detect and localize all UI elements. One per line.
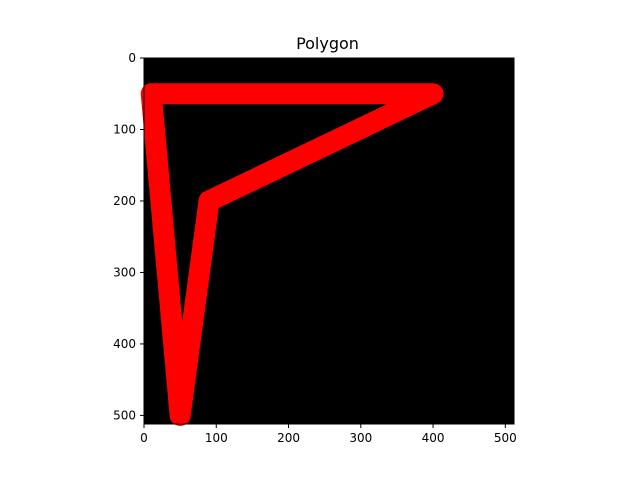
y-tick-label: 200: [113, 194, 136, 208]
y-tick-label: 500: [113, 408, 136, 422]
x-tick-label: 200: [277, 431, 300, 445]
x-tick-label: 100: [205, 431, 228, 445]
y-tick-label: 300: [113, 265, 136, 279]
y-tick-label: 100: [113, 122, 136, 136]
polygon-outline: [140, 83, 444, 426]
x-tick-label: 300: [349, 431, 372, 445]
y-tick-label: 400: [113, 337, 136, 351]
chart-title: Polygon: [296, 34, 359, 53]
x-tick-label: 400: [422, 431, 445, 445]
x-axis: 0 100 200 300 400 500: [140, 424, 517, 445]
x-tick-label: 0: [140, 431, 148, 445]
y-tick-label: 0: [128, 51, 136, 65]
y-axis: 0 100 200 300 400 500: [113, 51, 144, 422]
axes-frame: [143, 57, 515, 425]
x-tick-label: 500: [494, 431, 517, 445]
